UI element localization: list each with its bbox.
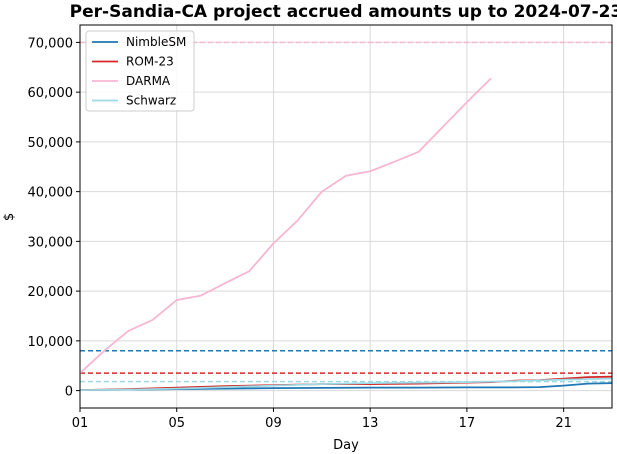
y-tick-label: 10,000 (28, 335, 74, 350)
chart-title: Per-Sandia-CA project accrued amounts up… (70, 2, 617, 22)
y-tick-label: 30,000 (28, 235, 74, 250)
y-tick-label: 70,000 (28, 36, 74, 51)
legend-label-darma: DARMA (126, 74, 171, 88)
x-axis-ticks: 01 05 09 13 17 21 (72, 408, 572, 431)
plot-area-frame (79, 24, 613, 409)
y-tick-label: 60,000 (28, 86, 74, 101)
legend-label-schwarz: Schwarz (126, 94, 176, 108)
x-tick-label: 05 (168, 416, 185, 431)
x-axis-label: Day (333, 438, 359, 453)
y-tick-label: 40,000 (28, 186, 74, 201)
series-line-darma (79, 77, 492, 374)
y-axis-ticks: 0 10,000 20,000 30,000 40,000 50,000 60,000 70,… (28, 36, 80, 400)
y-tick-label: 0 (65, 385, 73, 400)
x-tick-label: 17 (459, 416, 476, 431)
x-tick-label: 21 (555, 416, 572, 431)
x-tick-label: 09 (265, 416, 282, 431)
series-line-schwarz (79, 377, 613, 391)
y-tick-label: 20,000 (28, 285, 74, 300)
legend-label-nimblesm: NimbleSM (126, 35, 186, 49)
legend: NimbleSM ROM-23 DARMA Schwarz (85, 30, 195, 112)
y-tick-label: 50,000 (28, 136, 74, 151)
x-tick-label: 01 (72, 416, 89, 431)
x-tick-label: 13 (362, 416, 379, 431)
y-axis-label: $ (2, 213, 17, 221)
legend-box (85, 30, 195, 112)
series-lines (79, 77, 613, 391)
legend-label-rom-23: ROM-23 (126, 55, 174, 69)
